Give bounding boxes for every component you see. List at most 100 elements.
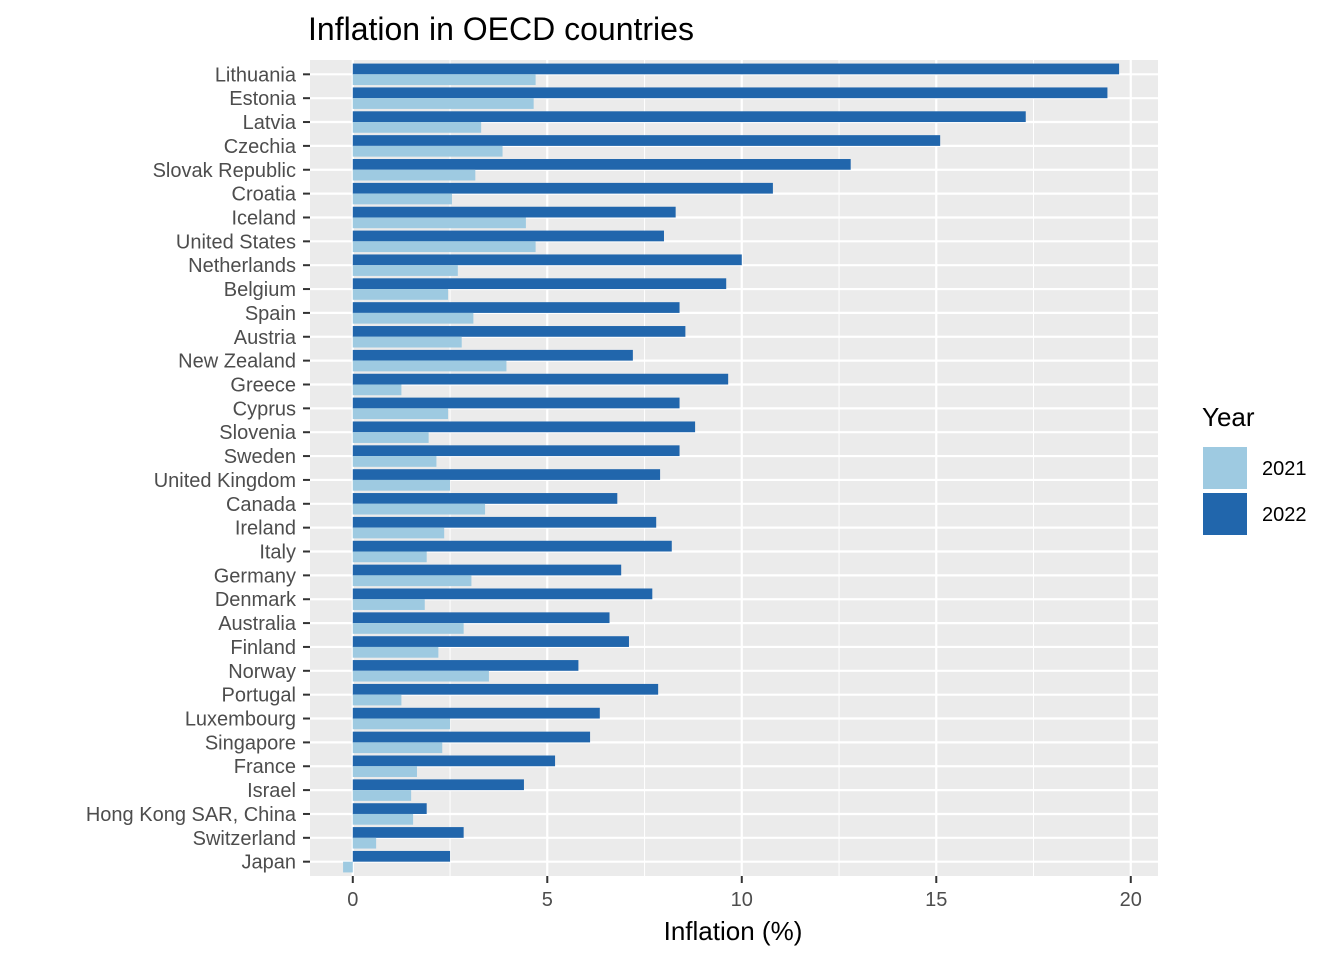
category-label: United States	[176, 231, 296, 253]
x-axis-ticks: 0 5 10 15 20	[347, 876, 1142, 911]
bar-2021	[352, 265, 458, 276]
bar-2022	[352, 254, 742, 266]
bar-2021	[352, 551, 427, 563]
category-label: Estonia	[229, 88, 297, 110]
category-label: United Kingdom	[154, 470, 296, 492]
legend-label-2022: 2022	[1262, 504, 1307, 526]
category-label: Japan	[242, 852, 297, 874]
bar-2021	[352, 479, 451, 491]
legend-key-2021	[1201, 445, 1249, 491]
bar-2022	[352, 326, 686, 337]
category-label: Austria	[234, 327, 297, 349]
category-label: Finland	[230, 637, 296, 659]
bar-2022	[352, 445, 680, 457]
bar-2021	[352, 145, 503, 157]
bar-2021	[352, 217, 526, 229]
category-label: Hong Kong SAR, China	[86, 804, 297, 826]
bar-2022	[352, 636, 629, 647]
x-tick-label: 0	[347, 889, 358, 911]
bar-2022	[352, 850, 451, 862]
bar-2022	[352, 660, 579, 671]
category-label: Singapore	[205, 732, 296, 754]
bar-2021	[352, 694, 402, 706]
category-label: Denmark	[215, 589, 297, 611]
bar-2022	[352, 588, 653, 600]
bar-2021	[352, 646, 439, 658]
bar-2021	[343, 861, 353, 873]
bar-2021	[352, 74, 536, 86]
category-label: Slovenia	[219, 422, 297, 444]
category-label: Czechia	[224, 136, 297, 158]
bar-2021	[352, 742, 443, 754]
category-label: Iceland	[232, 207, 297, 229]
bar-2022	[352, 421, 696, 433]
bar-2022	[352, 111, 1026, 123]
x-tick-label: 20	[1120, 889, 1142, 911]
bar-2021	[352, 790, 412, 801]
category-label: Canada	[226, 494, 297, 516]
bar-2022	[352, 516, 657, 528]
bar-2022	[352, 87, 1108, 99]
bar-2022	[352, 540, 672, 552]
bar-2021	[352, 98, 534, 109]
bar-2022	[352, 349, 633, 361]
bar-2022	[352, 397, 680, 409]
bar-2022	[352, 612, 610, 624]
bar-2022	[352, 707, 600, 719]
category-label: Switzerland	[193, 828, 296, 850]
bar-2021	[352, 503, 486, 515]
bar-2022	[352, 182, 773, 194]
category-label: Luxembourg	[185, 709, 296, 731]
bar-2021	[352, 169, 476, 181]
bar-2021	[352, 718, 451, 730]
bar-2021	[352, 360, 507, 372]
category-label: Lithuania	[215, 64, 297, 86]
category-label: Croatia	[232, 184, 297, 206]
chart-title: Inflation in OECD countries	[308, 11, 694, 47]
bar-2022	[352, 302, 680, 313]
category-label: Norway	[228, 661, 296, 683]
bar-2022	[352, 159, 851, 170]
bar-2021	[352, 122, 482, 133]
legend-key-2022	[1201, 491, 1249, 537]
legend-title: Year	[1202, 402, 1255, 432]
bar-2021	[352, 766, 417, 777]
bar-2021	[352, 527, 445, 539]
category-label: New Zealand	[178, 351, 296, 373]
category-label: Italy	[259, 542, 296, 564]
bar-2021	[352, 623, 464, 634]
category-label: Greece	[230, 374, 296, 396]
x-axis-title: Inflation (%)	[664, 916, 803, 946]
bar-2022	[352, 373, 729, 385]
bar-2021	[352, 599, 425, 610]
bar-2021	[352, 312, 474, 324]
x-tick-label: 15	[925, 889, 947, 911]
bars-group	[343, 63, 1120, 873]
legend-label-2021: 2021	[1262, 458, 1307, 480]
bar-2021	[352, 193, 452, 205]
bar-2022	[352, 803, 427, 814]
bar-2022	[352, 731, 591, 743]
bar-2021	[352, 408, 449, 420]
category-label: France	[234, 756, 296, 778]
bar-2022	[352, 779, 524, 791]
category-label: Sweden	[224, 446, 296, 468]
category-label: Spain	[245, 303, 296, 325]
bar-2022	[352, 230, 664, 242]
category-label: Israel	[247, 780, 296, 802]
bar-2021	[352, 670, 489, 682]
bar-2021	[352, 432, 429, 443]
category-label: Portugal	[222, 685, 297, 707]
category-label: Netherlands	[188, 255, 296, 277]
bar-2021	[352, 837, 377, 849]
legend: Year 2021 2022	[1201, 402, 1307, 537]
bar-2021	[352, 336, 462, 348]
bar-2022	[352, 493, 618, 504]
bar-2022	[352, 755, 556, 767]
bar-2021	[352, 241, 536, 253]
bar-2022	[352, 135, 941, 146]
category-label: Belgium	[224, 279, 296, 301]
category-label: Cyprus	[233, 398, 296, 420]
